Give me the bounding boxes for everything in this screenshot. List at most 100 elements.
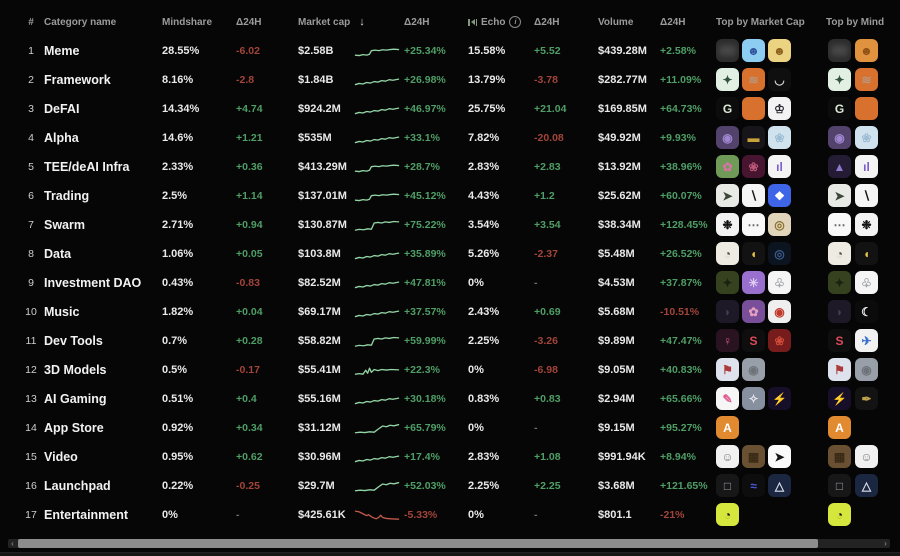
category-name[interactable]: Music [44,304,80,319]
column-header-mindshare-delta[interactable]: Δ24H [236,16,262,28]
jet-token-icon[interactable]: ➤ [716,184,739,207]
table-row[interactable]: 6 Trading 2.5% +1.14 $137.01M +45.12% 4.… [0,181,900,210]
category-name[interactable]: 3D Models [44,362,107,377]
table-row[interactable]: 3 DeFAI 14.34% +4.74 $924.2M +46.97% 25.… [0,94,900,123]
orange-a-token-icon[interactable]: A [716,416,739,439]
category-name[interactable]: Framework [44,72,111,87]
crow-token-icon[interactable]: ➤ [768,445,791,468]
column-header-rank[interactable]: # [28,16,34,28]
column-header-echo-delta[interactable]: Δ24H [534,16,560,28]
category-name[interactable]: Swarm [44,217,85,232]
purple-emblem-token-icon[interactable]: ✳ [742,271,765,294]
table-row[interactable]: 8 Data 1.06% +0.05 $103.8M +35.89% 5.26%… [0,239,900,268]
silhouette-token-icon[interactable]: ◗ [828,300,851,323]
table-row[interactable]: 4 Alpha 14.6% +1.21 $535M +33.1% 7.82% -… [0,123,900,152]
orange-a-token-icon[interactable]: A [828,416,851,439]
red-rose-token-icon[interactable]: ❀ [768,329,791,352]
flag-ghost-token-icon[interactable]: ⚑ [716,358,739,381]
category-name[interactable]: Data [44,246,72,261]
scrollbar-thumb[interactable] [18,539,818,548]
pink-figure-token-icon[interactable]: ♀ [716,329,739,352]
category-name[interactable]: AI Gaming [44,391,107,406]
lime-clock-token-icon[interactable]: ◔ [828,503,851,526]
category-name[interactable]: Investment DAO [44,275,142,290]
orange-token-icon[interactable] [742,97,765,120]
green-figure-token-icon[interactable]: ✦ [828,271,851,294]
category-name[interactable]: Dev Tools [44,333,103,348]
column-header-marketcap[interactable]: Market cap ↓ [298,16,404,28]
column-header-category[interactable]: Category name [44,16,117,28]
purple-monkey-token-icon[interactable]: ◉ [716,126,739,149]
purple-bolt-token-icon[interactable]: ⚡ [828,387,851,410]
info-icon[interactable]: i [509,16,522,28]
slash-token-icon[interactable]: ∖ [742,184,765,207]
blurred-token-icon[interactable] [828,39,851,62]
category-name[interactable]: Video [44,449,78,464]
owl-sketch-token-icon[interactable]: ◔ [716,242,739,265]
goggles-token-icon[interactable]: ▬ [742,126,765,149]
category-name[interactable]: TEE/deAI Infra [44,159,130,174]
blue-cube-token-icon[interactable]: ❖ [768,184,791,207]
orange-text-token-icon[interactable]: ≋ [855,68,878,91]
table-row[interactable]: 15 Video 0.95% +0.62 $30.96M +17.4% 2.83… [0,442,900,471]
table-row[interactable]: 13 AI Gaming 0.51% +0.4 $55.16M +30.18% … [0,384,900,413]
blue-pixel-token-icon[interactable]: ☻ [742,39,765,62]
table-row[interactable]: 11 Dev Tools 0.7% +0.28 $58.82M +59.99% … [0,326,900,355]
tiger-token-icon[interactable]: ▦ [742,445,765,468]
table-row[interactable]: 5 TEE/deAI Infra 2.33% +0.36 $413.29M +2… [0,152,900,181]
sketch-face-token-icon[interactable]: ☺ [716,445,739,468]
table-row[interactable]: 9 Investment DAO 0.43% -0.83 $82.52M +47… [0,268,900,297]
astronaut-token-icon[interactable]: ✧ [742,387,765,410]
table-row[interactable]: 12 3D Models 0.5% -0.17 $55.41M +22.3% 0… [0,355,900,384]
moon-bird-token-icon[interactable]: ◖ [855,242,878,265]
silhouette-token-icon[interactable]: ◗ [716,300,739,323]
black-arc-token-icon[interactable]: ◡ [768,68,791,91]
hex-flower-token-icon[interactable]: ❉ [855,213,878,236]
sketch-face-token-icon[interactable]: ☺ [855,445,878,468]
s-bracket-token-icon[interactable]: S [742,329,765,352]
navy-peak-token-icon[interactable]: △ [855,474,878,497]
yellow-duck-token-icon[interactable]: ☻ [768,39,791,62]
category-name[interactable]: Alpha [44,130,79,145]
gray-bust-token-icon[interactable]: ◉ [855,358,878,381]
swai-text-token-icon[interactable]: ⋯ [742,213,765,236]
white-tree-token-icon[interactable]: ♧ [855,271,878,294]
gray-bust-token-icon[interactable]: ◉ [742,358,765,381]
dark-rose-token-icon[interactable]: ❀ [742,155,765,178]
anime-portrait-token-icon[interactable]: ❀ [855,126,878,149]
table-row[interactable]: 16 Launchpad 0.22% -0.25 $29.7M +52.03% … [0,471,900,500]
slash-token-icon[interactable]: ∖ [855,184,878,207]
owl-sketch-token-icon[interactable]: ◔ [828,242,851,265]
scroll-right-icon[interactable]: › [884,539,887,548]
column-header-marketcap-delta[interactable]: Δ24H [404,16,430,28]
anime-girl-token-icon[interactable]: ✿ [742,300,765,323]
s-bracket-token-icon[interactable]: S [828,329,851,352]
triangle-logo-token-icon[interactable]: ▲ [828,155,851,178]
hex-flower-token-icon[interactable]: ❉ [716,213,739,236]
blue-wing-token-icon[interactable]: ✈ [855,329,878,352]
gold-quill-token-icon[interactable]: ✒ [855,387,878,410]
blue-m-token-icon[interactable]: ≈ [742,474,765,497]
table-row[interactable]: 10 Music 1.82% +0.04 $69.17M +37.57% 2.4… [0,297,900,326]
monitor-token-icon[interactable]: □ [828,474,851,497]
orange-token-icon[interactable] [855,97,878,120]
anime-portrait-token-icon[interactable]: ❀ [768,126,791,149]
white-tree-token-icon[interactable]: ♧ [768,271,791,294]
table-row[interactable]: 14 App Store 0.92% +0.34 $31.12M +65.79%… [0,413,900,442]
red-circle-face-token-icon[interactable]: ◉ [768,300,791,323]
tiger-token-icon[interactable]: ▦ [828,445,851,468]
pink-feather-token-icon[interactable]: ✎ [716,387,739,410]
column-header-echo[interactable]: Echo i [468,16,534,28]
table-row[interactable]: 17 Entertainment 0% - $425.61K -5.33% 0%… [0,500,900,529]
gold-coin-token-icon[interactable]: ◎ [768,213,791,236]
table-row[interactable]: 7 Swarm 2.71% +0.94 $130.87M +75.22% 3.5… [0,210,900,239]
column-header-volume[interactable]: Volume [598,16,634,28]
flag-ghost-token-icon[interactable]: ⚑ [828,358,851,381]
sort-desc-icon[interactable]: ↓ [359,16,365,28]
category-name[interactable]: App Store [44,420,104,435]
category-name[interactable]: Trading [44,188,90,203]
horizontal-scrollbar[interactable]: ‹ › [8,539,890,548]
category-name[interactable]: Launchpad [44,478,111,493]
orange-hamster-token-icon[interactable]: ☻ [855,39,878,62]
blurred-token-icon[interactable] [716,39,739,62]
